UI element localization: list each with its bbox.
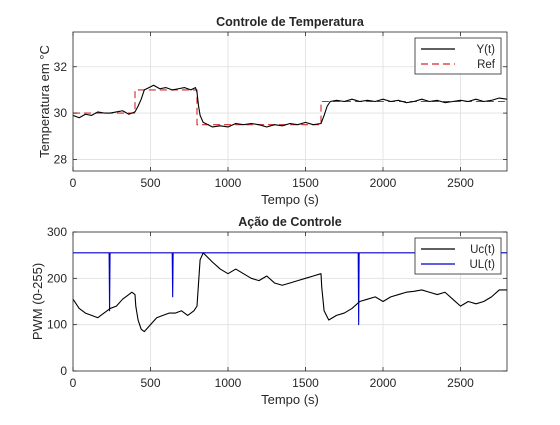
- legend-label: Uc(t): [470, 244, 495, 256]
- x-tick-label: 1500: [292, 176, 319, 190]
- legend-box: [414, 237, 502, 275]
- x-tick-label: 0: [70, 176, 77, 190]
- chart-title: Ação de Controle: [238, 215, 342, 229]
- y-tick-label: 300: [47, 225, 67, 239]
- legend-box: [414, 37, 502, 75]
- x-axis-label: Tempo (s): [261, 392, 319, 407]
- legend: Y(t) Ref: [414, 37, 502, 75]
- legend-label: Y(t): [476, 44, 495, 56]
- x-axis-label: Tempo (s): [261, 192, 319, 207]
- series-line-ult: [73, 252, 507, 326]
- chart-panel-1: 0 500 1000 1500 2000 2500 28 30 32 Controle de Te…: [37, 15, 508, 207]
- series-line-uct: [73, 252, 507, 333]
- x-tick-label: 0: [70, 376, 77, 390]
- x-tick-label: 500: [140, 176, 160, 190]
- x-tick-label: 500: [140, 376, 160, 390]
- y-tick-label: 100: [47, 318, 67, 332]
- y-axis-label: PWM (0-255): [30, 263, 45, 340]
- x-tick-label: 2000: [370, 176, 397, 190]
- x-tick-label: 2500: [447, 176, 474, 190]
- x-tick-label: 1500: [292, 376, 319, 390]
- y-tick-label: 32: [54, 60, 68, 74]
- chart-panel-2: 0 500 1000 1500 2000 2500 0 100 200 300 Ação de Co…: [30, 215, 508, 407]
- axes-box: [72, 31, 508, 172]
- x-tick-label: 2500: [447, 376, 474, 390]
- series-line-yt: [73, 84, 507, 128]
- y-tick-label: 30: [54, 106, 68, 120]
- legend-label: Ref: [477, 59, 496, 71]
- y-tick-label: 200: [47, 271, 67, 285]
- legend: Uc(t) UL(t): [414, 237, 502, 275]
- chart-title: Controle de Temperatura: [216, 15, 365, 29]
- legend-label: UL(t): [469, 259, 495, 271]
- y-tick-label: 0: [60, 364, 67, 378]
- series-line-ref: [73, 89, 507, 126]
- y-axis-label: Temperatura em °C: [37, 45, 52, 158]
- x-tick-label: 1000: [215, 376, 242, 390]
- x-tick-label: 2000: [370, 376, 397, 390]
- axes-box: [72, 231, 508, 372]
- x-tick-label: 1000: [215, 176, 242, 190]
- y-tick-label: 28: [54, 152, 68, 166]
